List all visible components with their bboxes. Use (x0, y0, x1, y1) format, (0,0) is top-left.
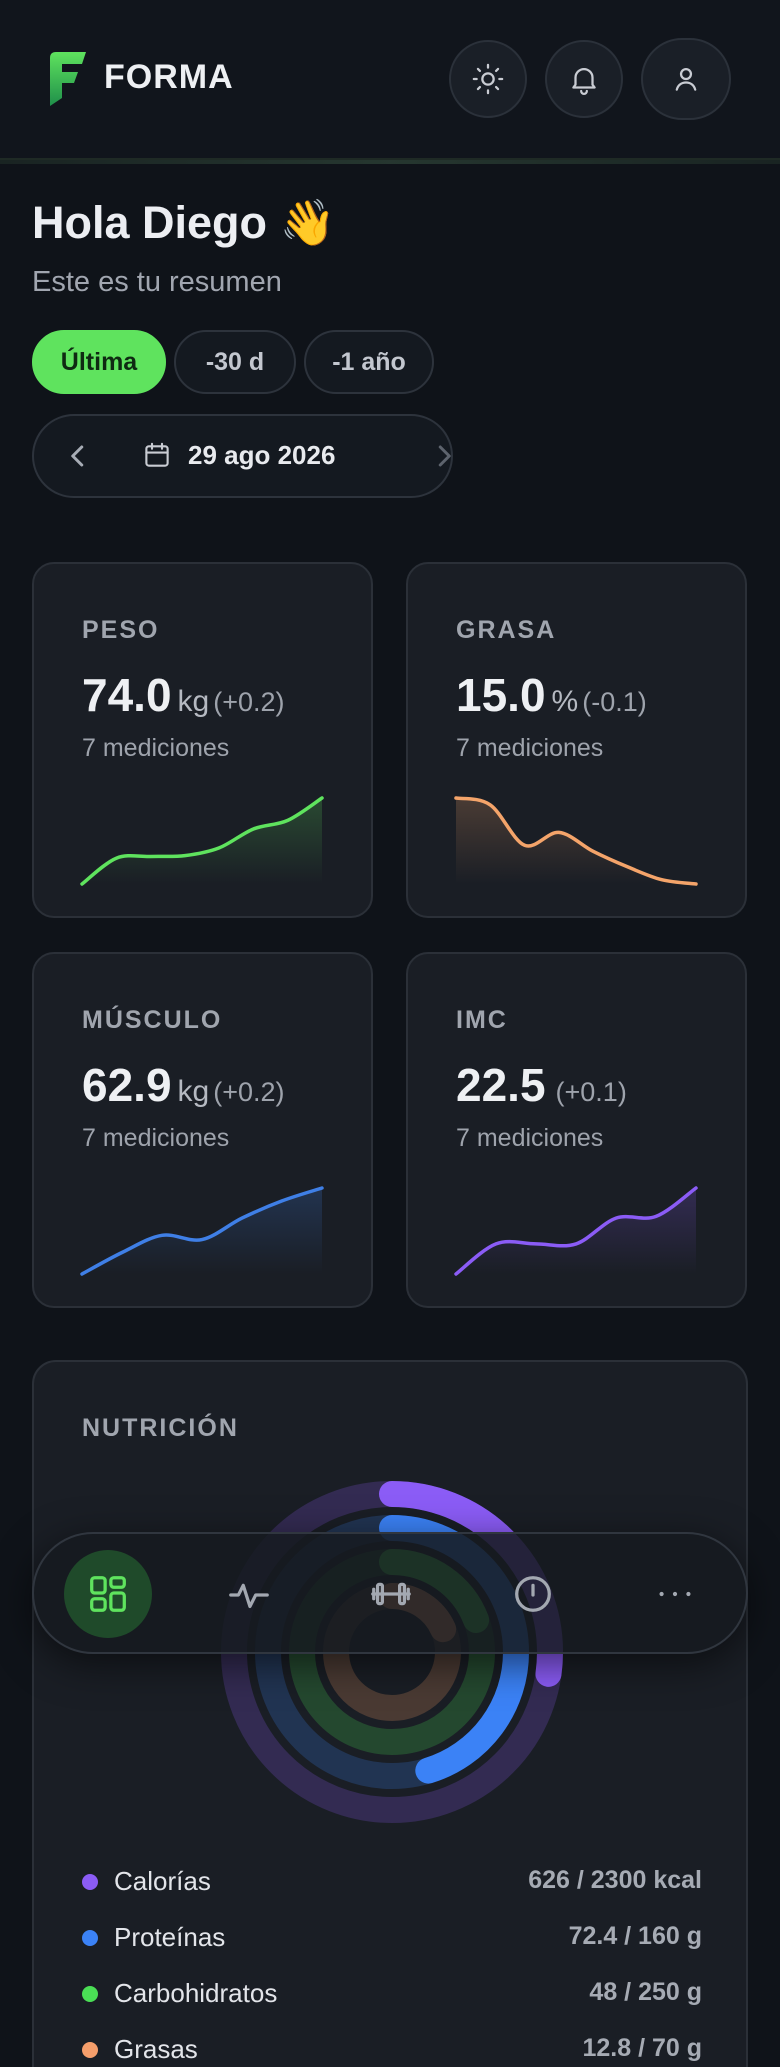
chevron-left-icon[interactable] (60, 438, 96, 474)
timer-icon (515, 1576, 551, 1612)
metric-label: IMC (456, 1006, 508, 1034)
nutrient-name: Grasas (114, 2034, 198, 2064)
greeting-title: Hola Diego 👋 (32, 197, 336, 248)
selected-date[interactable]: 29 ago 2026 (188, 440, 336, 470)
metric-card-bmi[interactable]: IMC 22.5 (+0.1) 7 mediciones (406, 952, 747, 1308)
sparkline-area (82, 798, 322, 884)
metric-count: 7 mediciones (456, 1124, 604, 1152)
legend-dot (82, 2042, 98, 2058)
metric-value-row: 74.0 kg (+0.2) (82, 668, 285, 722)
metric-count: 7 mediciones (82, 734, 230, 762)
filter-chip-1y[interactable]: -1 año (304, 330, 434, 394)
nutrition-legend-row: Proteínas 72.4 / 160 g (82, 1918, 702, 1958)
nutrition-title: NUTRICIÓN (82, 1414, 239, 1442)
nutrient-name: Carbohidratos (114, 1978, 278, 2008)
legend-dot (82, 1930, 98, 1946)
metric-value: 62.9 (82, 1059, 172, 1111)
nutrient-amount: 626 / 2300 kcal (528, 1866, 702, 1894)
nutrient-amount: 72.4 / 160 g (568, 1922, 702, 1950)
filter-chip-30d[interactable]: -30 d (174, 330, 296, 394)
metric-value: 15.0 (456, 669, 546, 721)
nutrient-name: Calorías (114, 1866, 211, 1896)
metric-label: MÚSCULO (82, 1006, 223, 1034)
more-icon (659, 1591, 691, 1597)
metric-unit: % (551, 685, 579, 718)
metric-card-fat[interactable]: GRASA 15.0% (-0.1) 7 mediciones (406, 562, 747, 918)
nutrition-legend-row: Calorías 626 / 2300 kcal (82, 1862, 702, 1902)
user-icon (675, 67, 697, 91)
sparkline-line (80, 796, 324, 886)
nav-workouts[interactable] (347, 1550, 435, 1638)
metric-count: 7 mediciones (456, 734, 604, 762)
muscle-sparkline (80, 1186, 324, 1276)
metric-count: 7 mediciones (82, 1124, 230, 1152)
nutrient-amount: 48 / 250 g (589, 1978, 702, 2006)
dumbbell-icon (371, 1582, 411, 1606)
profile-button[interactable] (641, 38, 731, 120)
bmi-sparkline (454, 1186, 698, 1276)
sparkline-line (80, 1186, 324, 1276)
filter-chip-latest[interactable]: Última (32, 330, 166, 394)
forma-logo (50, 52, 86, 106)
nutrient-amount: 12.8 / 70 g (582, 2034, 702, 2062)
app-header: FORMA (0, 0, 780, 164)
metric-unit: kg (177, 685, 210, 718)
nutrient-name: Proteínas (114, 1922, 226, 1952)
sun-icon (472, 63, 504, 95)
metric-value: 74.0 (82, 669, 172, 721)
bottom-navigation (32, 1532, 748, 1654)
nav-more[interactable] (631, 1550, 719, 1638)
chevron-right-icon[interactable] (426, 438, 462, 474)
metric-value-row: 22.5 (+0.1) (456, 1058, 627, 1112)
dashboard-icon (90, 1576, 126, 1612)
metric-delta: (+0.1) (555, 1077, 627, 1107)
sparkline-line (454, 796, 698, 886)
sparkline-area (456, 1188, 696, 1274)
metric-card-weight[interactable]: PESO 74.0 kg (+0.2) 7 mediciones (32, 562, 373, 918)
fat-sparkline (454, 796, 698, 886)
activity-icon (229, 1583, 269, 1609)
nutrition-legend-row: Carbohidratos 48 / 250 g (82, 1974, 702, 2014)
nutrition-legend-row: Grasas 12.8 / 70 g (82, 2030, 702, 2067)
metric-label: GRASA (456, 616, 557, 644)
legend-dot (82, 1986, 98, 2002)
metric-value-row: 15.0% (-0.1) (456, 668, 647, 722)
date-picker: 29 ago 2026 (32, 414, 453, 498)
metric-unit: kg (177, 1075, 210, 1108)
theme-toggle-button[interactable] (449, 40, 527, 118)
bell-icon (572, 68, 596, 95)
metric-delta: (+0.2) (213, 1077, 285, 1107)
sparkline-line (454, 1186, 698, 1276)
nutrition-card: NUTRICIÓN Calorías 626 / 2300 kcal Prote… (32, 1360, 748, 2067)
weight-sparkline (80, 796, 324, 886)
notifications-button[interactable] (545, 40, 623, 118)
nav-timer[interactable] (489, 1550, 577, 1638)
calendar-icon (145, 442, 169, 467)
metric-delta: (+0.2) (213, 687, 285, 717)
metric-label: PESO (82, 616, 160, 644)
nav-activity[interactable] (205, 1550, 293, 1638)
metric-card-muscle[interactable]: MÚSCULO 62.9 kg (+0.2) 7 mediciones (32, 952, 373, 1308)
nav-dashboard[interactable] (64, 1550, 152, 1638)
brand-name: FORMA (104, 58, 234, 96)
greeting-subtitle: Este es tu resumen (32, 266, 282, 298)
metric-value-row: 62.9 kg (+0.2) (82, 1058, 285, 1112)
metric-delta: (-0.1) (582, 687, 647, 717)
legend-dot (82, 1874, 98, 1890)
metric-value: 22.5 (456, 1059, 546, 1111)
